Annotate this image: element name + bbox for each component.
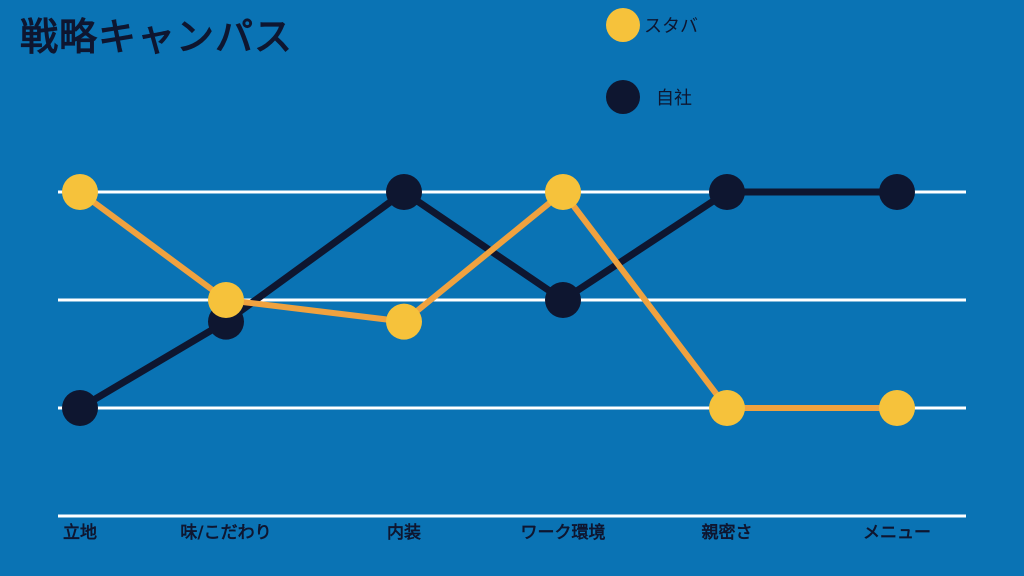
x-tick-label-5: メニュー xyxy=(863,523,931,543)
x-tick-label-4: 親密さ xyxy=(702,522,753,543)
point-ours-0 xyxy=(62,390,98,426)
legend-marker-ours xyxy=(606,80,640,114)
point-starbucks-2 xyxy=(386,303,422,340)
legend-marker-starbucks xyxy=(606,8,640,42)
legend-item-ours: 自社 xyxy=(606,80,692,114)
x-tick-label-2: 内装 xyxy=(387,522,421,543)
series-line-ours xyxy=(76,188,901,412)
x-axis-labels: 立地 味/こだわり 内装 ワーク環境 親密さ メニュー xyxy=(63,522,931,543)
point-starbucks-0 xyxy=(62,174,98,210)
point-ours-4 xyxy=(709,174,745,210)
grid-layer xyxy=(58,190,966,518)
point-ours-2 xyxy=(386,174,422,210)
point-starbucks-1 xyxy=(208,282,244,318)
point-starbucks-3 xyxy=(545,174,581,210)
legend-label-ours: 自社 xyxy=(656,88,692,109)
point-ours-5 xyxy=(879,174,915,210)
legend-label-starbucks: スタバ xyxy=(644,16,698,37)
point-ours-3 xyxy=(545,282,581,318)
legend-item-starbucks: スタバ xyxy=(606,8,698,42)
series-layer xyxy=(62,174,915,426)
x-tick-label-3: ワーク環境 xyxy=(521,522,606,543)
chart-title: 戦略キャンパス xyxy=(20,15,294,59)
x-tick-label-1: 味/こだわり xyxy=(180,522,271,543)
point-starbucks-4 xyxy=(709,390,745,426)
x-tick-label-0: 立地 xyxy=(63,522,97,543)
series-line-starbucks xyxy=(77,189,900,411)
point-starbucks-5 xyxy=(879,390,915,426)
